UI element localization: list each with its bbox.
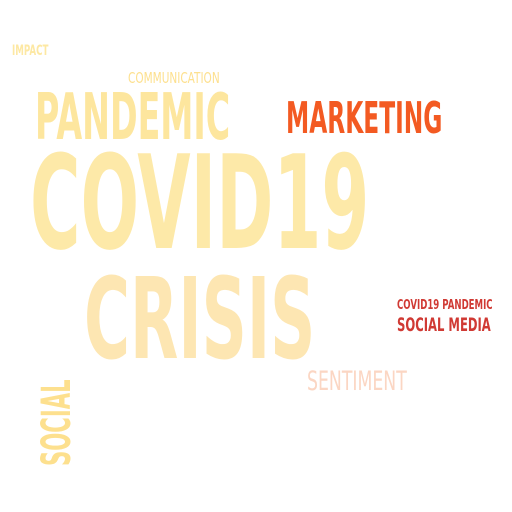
word-social-media: SOCIAL MEDIA: [397, 314, 491, 336]
word-crisis: CRISIS: [84, 255, 316, 385]
word-communication: COMMUNICATION: [128, 69, 220, 87]
word-covid19: COVID19: [30, 127, 370, 279]
word-covid19-pandemic: COVID19 PANDEMIC: [397, 298, 493, 313]
word-social: SOCIAL: [34, 379, 80, 466]
word-impact: IMPACT: [12, 43, 49, 59]
word-sentiment: SENTIMENT: [307, 366, 407, 397]
word-pandemic: PANDEMIC: [35, 81, 231, 155]
word-marketing: MARKETING: [286, 93, 443, 144]
